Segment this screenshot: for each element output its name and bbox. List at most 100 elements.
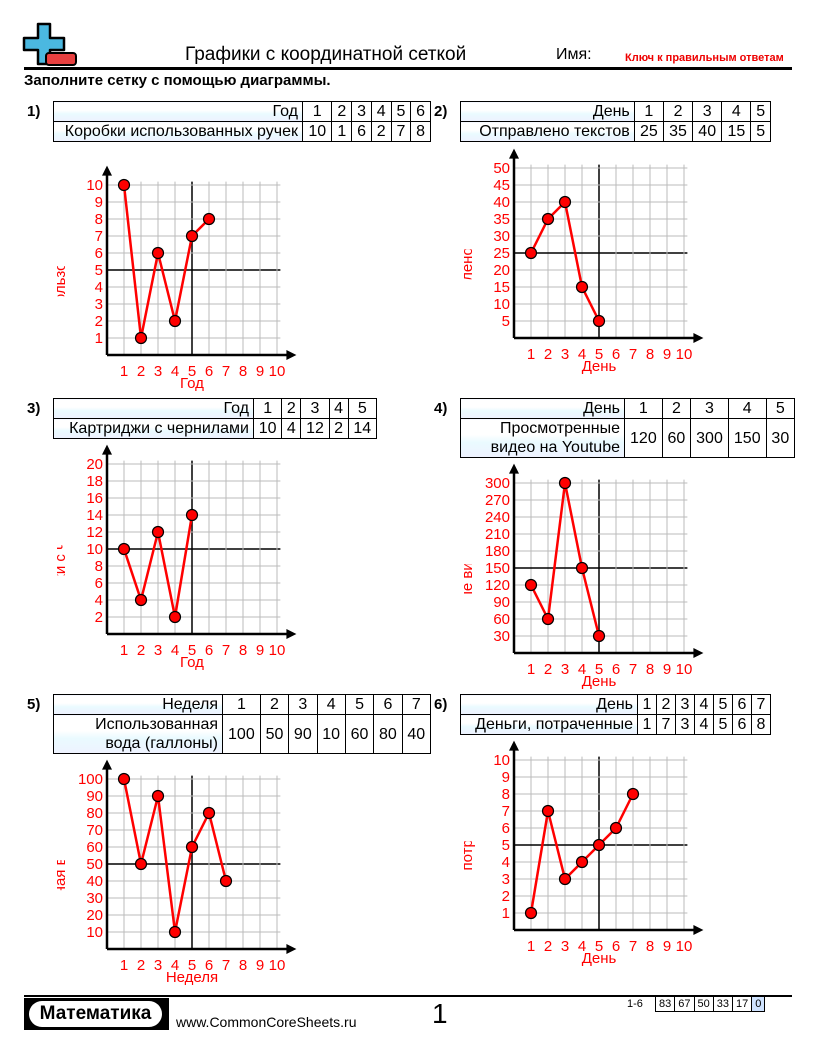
y-axis-title: Картриджи с чернилами: [52, 473, 69, 642]
y-tick-label: 240: [485, 509, 510, 526]
problem-number: 6): [434, 696, 448, 713]
data-point: [151, 525, 165, 539]
x-tick-label: 8: [239, 642, 247, 659]
x-value-cell: 1: [252, 398, 283, 419]
y-tick-label: 7: [502, 803, 510, 820]
y-value-cell: 15: [721, 121, 752, 142]
data-table-1: Год 1 2 3 4 5 6 Коробки использованных ручек 10 1…: [53, 101, 431, 142]
score-cell: 83: [654, 996, 676, 1012]
y-tick-label: 5: [502, 313, 510, 330]
y-tick-label: 2: [502, 888, 510, 905]
y-tick-label: 40: [86, 873, 103, 890]
y-tick-label: 10: [86, 924, 103, 941]
header-divider: [24, 67, 792, 70]
score-cell: 33: [712, 996, 734, 1012]
row-label-x: Год: [53, 101, 303, 122]
y-value-cell: 5: [750, 121, 771, 142]
x-tick-label: 3: [154, 363, 162, 380]
data-point: [202, 212, 216, 226]
y-value-cell: 60: [661, 418, 692, 458]
x-tick-label: 10: [676, 938, 693, 955]
row-label-y: Коробки использованных ручек: [53, 121, 303, 142]
x-tick-label: 1: [527, 938, 535, 955]
y-tick-label: 210: [485, 526, 510, 543]
y-value-cell: 150: [727, 418, 767, 458]
y-tick-label: 30: [493, 628, 510, 645]
data-point: [592, 629, 606, 643]
x-tick-label: 3: [154, 957, 162, 974]
data-point: [117, 542, 131, 556]
y-tick-label: 60: [86, 839, 103, 856]
y-tick-label: 30: [86, 890, 103, 907]
chart-2: 1 2 3 4 5 6 7 8 9 105101520253035404550ДеньОтправ…: [459, 148, 704, 375]
y-tick-label: 5: [502, 837, 510, 854]
data-point: [609, 821, 623, 835]
footer-divider: [24, 995, 792, 997]
answer-key-label: Ключ к правильным ответам: [625, 52, 784, 64]
row-label-y: Деньги, потраченные: [459, 714, 639, 735]
data-point: [575, 280, 589, 294]
y-tick-label: 150: [485, 560, 510, 577]
x-tick-label: 10: [269, 957, 286, 974]
x-tick-label: 4: [578, 661, 586, 678]
y-axis-title: Просмотренные видео на Youtube: [459, 457, 476, 695]
x-tick-label: 4: [578, 938, 586, 955]
data-point: [592, 838, 606, 852]
y-tick-label: 9: [502, 769, 510, 786]
x-tick-label: 5: [595, 661, 603, 678]
x-tick-label: 10: [676, 346, 693, 363]
x-tick-label: 2: [544, 938, 552, 955]
x-axis-title: Неделя: [166, 969, 218, 986]
y-value-cell: 80: [373, 714, 403, 754]
instructions: Заполните сетку с помощью диаграммы.: [24, 72, 331, 89]
data-point: [168, 314, 182, 328]
x-tick-label: 5: [595, 346, 603, 363]
y-tick-label: 8: [502, 786, 510, 803]
y-tick-label: 15: [493, 279, 510, 296]
x-tick-label: 1: [120, 363, 128, 380]
x-tick-label: 1: [120, 642, 128, 659]
y-value-cell: 90: [288, 714, 318, 754]
x-axis-arrow-icon: [286, 350, 297, 360]
y-value-cell: 8: [750, 714, 772, 735]
math-logo: Математика: [24, 998, 169, 1030]
y-tick-label: 8: [95, 558, 103, 575]
x-tick-label: 7: [629, 661, 637, 678]
x-tick-label: 2: [544, 346, 552, 363]
y-tick-label: 120: [485, 577, 510, 594]
row-label-x: Неделя: [53, 694, 223, 715]
x-tick-label: 6: [612, 346, 620, 363]
data-point: [219, 874, 233, 888]
x-tick-label: 4: [578, 346, 586, 363]
data-point: [134, 593, 148, 607]
x-axis-arrow-icon: [286, 944, 297, 954]
series-line: [122, 184, 210, 339]
problem-number: 5): [27, 696, 41, 713]
y-value-cell: 40: [401, 714, 432, 754]
y-tick-label: 20: [493, 262, 510, 279]
y-tick-label: 50: [493, 160, 510, 177]
y-tick-label: 25: [493, 245, 510, 262]
score-cell: 50: [693, 996, 714, 1012]
y-tick-label: 270: [485, 492, 510, 509]
y-value-cell: 10: [301, 121, 333, 142]
y-axis-arrow-icon: [509, 148, 519, 159]
x-axis-title: День: [582, 950, 617, 967]
y-value-cell: 8: [410, 121, 431, 142]
data-point: [185, 840, 199, 854]
x-tick-label: 5: [188, 642, 196, 659]
data-point: [558, 195, 572, 209]
x-axis-arrow-icon: [693, 648, 704, 658]
y-value-cell: 14: [347, 418, 378, 439]
y-tick-label: 4: [95, 592, 103, 609]
data-point: [524, 578, 538, 592]
x-tick-label: 2: [544, 661, 552, 678]
x-tick-label: 8: [646, 661, 654, 678]
problem-number: 2): [434, 103, 448, 120]
y-tick-label: 10: [86, 541, 103, 558]
y-tick-label: 3: [502, 871, 510, 888]
x-tick-label: 4: [171, 957, 179, 974]
x-tick-label: 9: [663, 346, 671, 363]
